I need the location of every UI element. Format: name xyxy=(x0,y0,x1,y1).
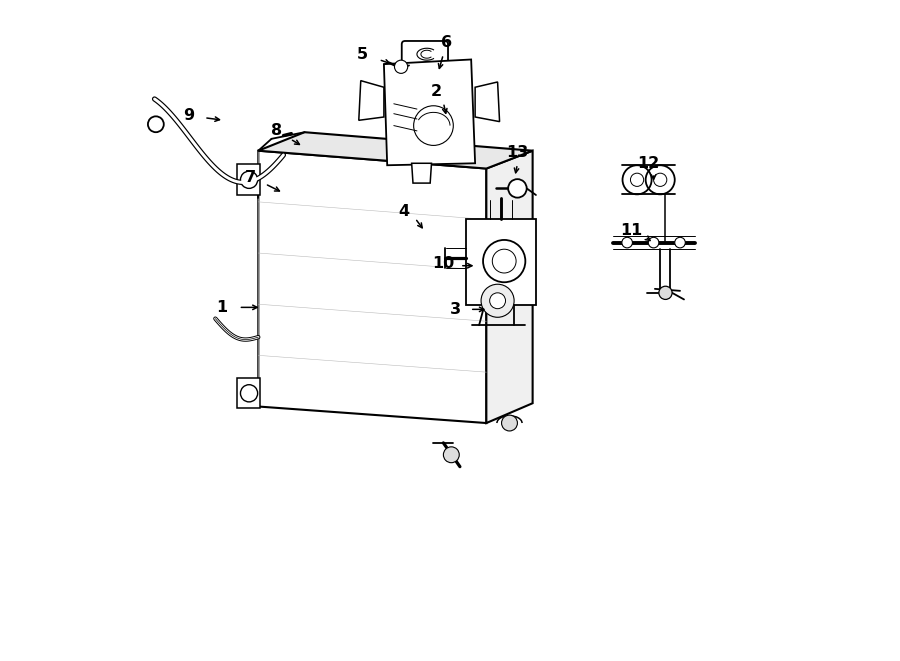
Circle shape xyxy=(444,447,459,463)
Polygon shape xyxy=(238,164,260,195)
Text: 5: 5 xyxy=(357,48,368,62)
Circle shape xyxy=(659,286,672,299)
Circle shape xyxy=(622,237,633,248)
Polygon shape xyxy=(411,163,431,183)
Text: 4: 4 xyxy=(398,204,410,219)
Polygon shape xyxy=(466,219,536,305)
Circle shape xyxy=(675,237,685,248)
FancyBboxPatch shape xyxy=(401,41,448,69)
Text: 10: 10 xyxy=(432,256,454,270)
Text: 13: 13 xyxy=(507,145,528,159)
Circle shape xyxy=(631,173,644,186)
FancyBboxPatch shape xyxy=(489,246,518,266)
Circle shape xyxy=(648,237,659,248)
Text: 1: 1 xyxy=(216,300,228,315)
Circle shape xyxy=(240,385,257,402)
Polygon shape xyxy=(258,151,486,423)
Circle shape xyxy=(492,249,516,273)
Text: 7: 7 xyxy=(245,170,256,184)
Polygon shape xyxy=(486,151,533,423)
Ellipse shape xyxy=(482,305,496,314)
Circle shape xyxy=(482,284,514,317)
Circle shape xyxy=(394,60,408,73)
Circle shape xyxy=(653,173,667,186)
Text: 12: 12 xyxy=(637,157,660,171)
Text: 8: 8 xyxy=(271,124,283,138)
Text: 2: 2 xyxy=(431,84,442,98)
Polygon shape xyxy=(384,59,475,165)
Circle shape xyxy=(148,116,164,132)
Polygon shape xyxy=(258,132,533,169)
Text: 3: 3 xyxy=(450,302,461,317)
Circle shape xyxy=(501,415,518,431)
Text: 11: 11 xyxy=(621,223,643,237)
Polygon shape xyxy=(359,81,384,120)
Circle shape xyxy=(240,171,257,188)
Polygon shape xyxy=(475,82,500,122)
Text: 6: 6 xyxy=(441,36,453,50)
Text: 9: 9 xyxy=(184,108,194,123)
Circle shape xyxy=(490,293,506,309)
FancyBboxPatch shape xyxy=(489,286,518,306)
Circle shape xyxy=(508,179,526,198)
Polygon shape xyxy=(238,378,260,408)
